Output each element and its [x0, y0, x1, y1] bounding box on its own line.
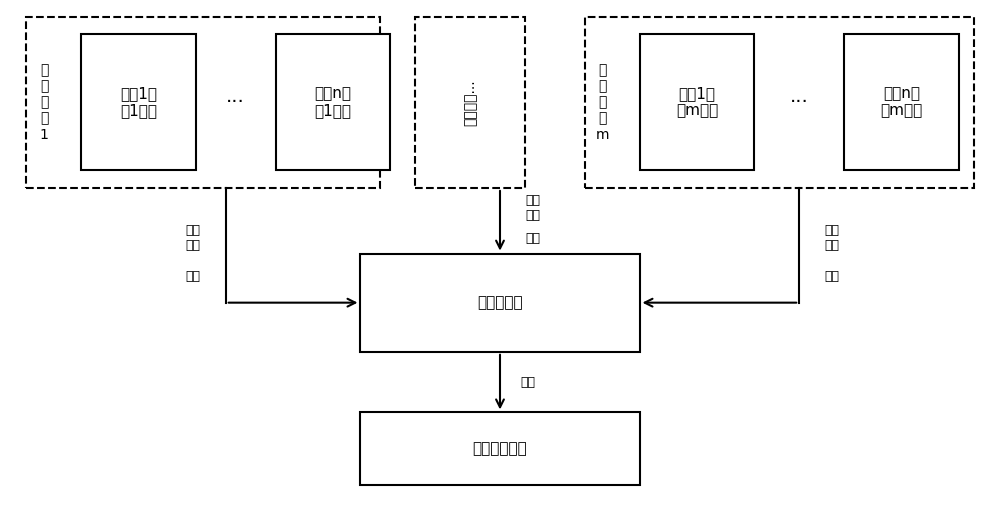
Bar [844, 34, 959, 170]
Text: 目标n载
荷1信息: 目标n载 荷1信息 [314, 86, 351, 119]
Text: 星上载荷...: 星上载荷... [463, 79, 477, 126]
Bar [360, 254, 640, 352]
Text: ···: ··· [790, 93, 809, 112]
Text: 数传
通道: 数传 通道 [525, 194, 540, 222]
Bar [585, 17, 974, 188]
Text: 数传
通道: 数传 通道 [824, 225, 839, 252]
Text: 下行: 下行 [186, 270, 201, 283]
Bar [276, 34, 390, 170]
Text: 地面测控中心: 地面测控中心 [473, 442, 527, 456]
Bar [81, 34, 196, 170]
Text: 下行: 下行 [525, 232, 540, 245]
Text: 下行: 下行 [824, 270, 839, 283]
Bar [26, 17, 380, 188]
Bar [415, 17, 525, 188]
Bar [360, 412, 640, 485]
Text: 目标1载
荷m信息: 目标1载 荷m信息 [676, 86, 718, 119]
Text: 目标n载
荷m信息: 目标n载 荷m信息 [880, 86, 923, 119]
Text: 传输: 传输 [520, 376, 535, 388]
Text: ···: ··· [226, 93, 245, 112]
Text: 星
上
载
荷
m: 星 上 载 荷 m [596, 63, 609, 141]
Bar [640, 34, 754, 170]
Text: 星
上
载
荷
1: 星 上 载 荷 1 [40, 63, 49, 141]
Text: 卫星地面站: 卫星地面站 [477, 295, 523, 310]
Text: 数传
通道: 数传 通道 [186, 225, 201, 252]
Text: 目标1载
荷1信息: 目标1载 荷1信息 [120, 86, 157, 119]
